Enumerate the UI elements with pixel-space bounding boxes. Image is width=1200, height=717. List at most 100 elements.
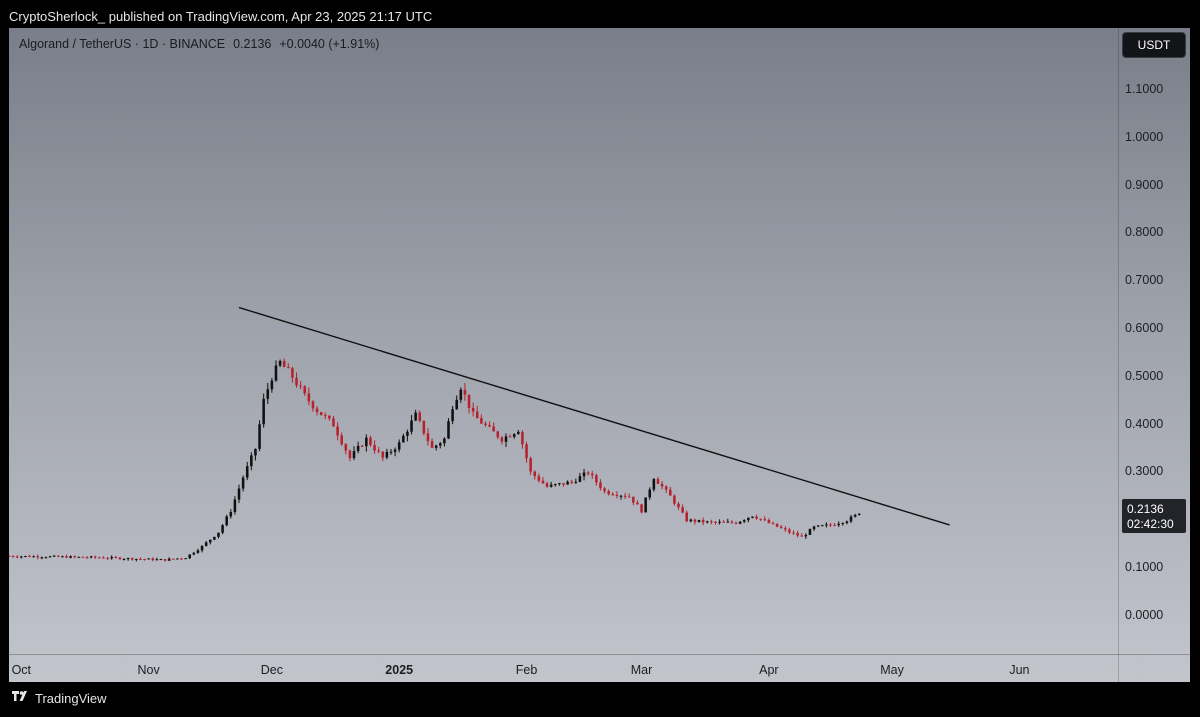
candle-body [57, 555, 60, 557]
candle-body [549, 484, 553, 487]
candle-body [410, 420, 413, 432]
candle-body [48, 556, 52, 558]
candle-body [508, 436, 512, 438]
candle-body [689, 519, 693, 522]
last-price-tag: 0.2136 02:42:30 [1122, 499, 1186, 533]
candle-body [44, 557, 48, 559]
candle-body [299, 385, 302, 387]
candle-body [233, 499, 237, 513]
time-tick-label: Dec [260, 663, 283, 677]
candle-body [278, 360, 282, 366]
candle-body [763, 519, 767, 521]
candle-body [81, 556, 85, 558]
candle-body [147, 558, 150, 560]
candle-body [730, 521, 734, 523]
candle-body [262, 398, 265, 425]
candle-body [85, 557, 89, 559]
candle-body [648, 489, 652, 498]
candle-body [775, 523, 779, 527]
price-change: +0.0040 (+1.91%) [279, 37, 380, 51]
price-tag-value: 0.2136 [1127, 502, 1164, 516]
candle-body [328, 415, 331, 419]
candle-body [759, 518, 762, 520]
candle-body [225, 516, 228, 526]
candle-body [106, 558, 109, 560]
candle-body [603, 488, 606, 492]
price-scale-divider [1118, 28, 1119, 682]
price-tick-label: 0.4000 [1125, 416, 1164, 431]
candle-body [705, 521, 709, 523]
tradingview-logo-icon [12, 691, 27, 701]
time-tick-label: Mar [630, 663, 653, 677]
candle-body [796, 533, 799, 536]
candle-body [291, 368, 294, 378]
candle-body [385, 451, 389, 458]
candle-body [319, 412, 323, 416]
candle-body [586, 472, 590, 474]
time-tick-label: Feb [515, 663, 538, 677]
candle-body [599, 482, 602, 489]
candle-body [24, 555, 27, 557]
chart-panel[interactable]: Algorand / TetherUS · 1D · BINANCE 0.2136… [9, 28, 1190, 682]
candle-body [767, 520, 771, 524]
candle-body [480, 418, 483, 424]
candle-body [40, 557, 44, 559]
candle-body [110, 556, 113, 559]
candle-body [693, 519, 697, 522]
candle-body [812, 526, 816, 530]
candle-body [755, 516, 758, 519]
currency-button[interactable]: USDT [1122, 32, 1186, 58]
candle-body [356, 445, 360, 452]
candle-body [853, 514, 857, 517]
price-tick-label: 0.9000 [1125, 177, 1164, 192]
candle-body [184, 558, 187, 560]
candle-body [245, 466, 249, 478]
candle-body [521, 431, 524, 445]
candle-body [574, 481, 578, 483]
candle-body [788, 529, 791, 533]
candle-body [434, 445, 438, 448]
descending-trendline[interactable] [238, 306, 950, 526]
candle-body [102, 557, 105, 559]
candle-body [837, 523, 840, 526]
candle-body [673, 495, 676, 504]
candle-body [800, 535, 804, 537]
candle-body [623, 495, 627, 497]
candle-body [9, 556, 11, 558]
candle-body [566, 481, 569, 485]
candle-body [697, 519, 701, 522]
candle-body [595, 475, 598, 483]
candle-body [533, 471, 537, 477]
candle-body [159, 559, 163, 561]
candle-body [69, 556, 72, 558]
candle-body [632, 496, 635, 503]
candle-body [369, 437, 372, 446]
candle-body [710, 521, 713, 523]
price-tick-label: 0.7000 [1125, 273, 1164, 288]
candle-body [393, 449, 397, 452]
candle-body [714, 521, 717, 523]
candle-body [315, 408, 319, 413]
candle-body [77, 556, 81, 558]
candlestick-plot[interactable] [9, 28, 1118, 654]
footer-bar: TradingView [0, 682, 1200, 717]
candle-body [779, 526, 783, 529]
candle-body [52, 555, 56, 557]
candle-body [792, 532, 795, 534]
candle-body [188, 554, 191, 559]
candle-body [570, 481, 573, 483]
candle-body [200, 545, 204, 551]
candle-body [685, 512, 688, 522]
candle-body [430, 441, 434, 448]
candle-body [443, 438, 446, 444]
candle-body [402, 435, 405, 443]
time-tick-label: Oct [11, 663, 32, 677]
price-tick-label: 0.8000 [1125, 225, 1164, 240]
candle-body [258, 424, 261, 449]
candle-body [751, 516, 754, 518]
candle-body [254, 448, 257, 456]
candle-body [627, 496, 631, 498]
candle-body [512, 434, 516, 437]
candle-body [381, 451, 385, 458]
candle-body [192, 552, 196, 555]
